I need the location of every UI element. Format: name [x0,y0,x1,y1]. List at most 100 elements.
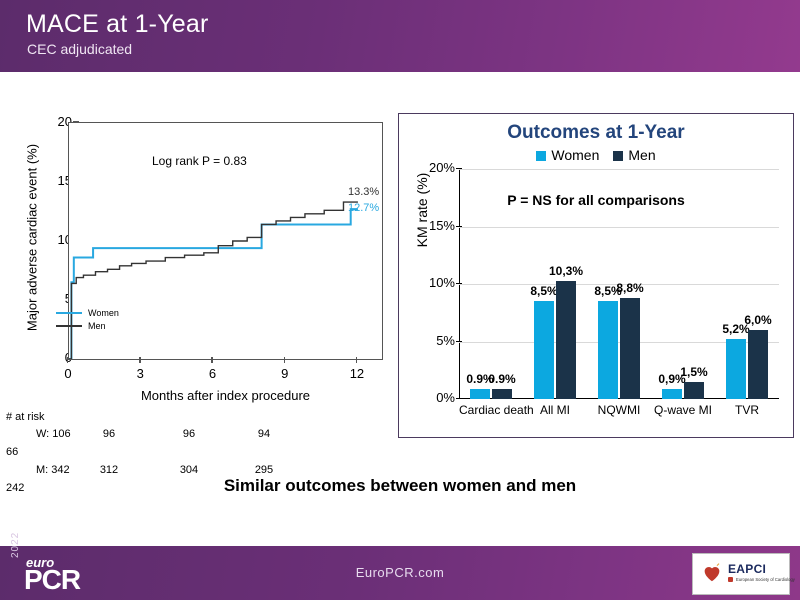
footer-logo-euro: euro [26,555,55,570]
bar-group: 5,2% 6,0% TVR [715,169,779,417]
bar-column: 0.9% [466,169,494,399]
km-y-tick-mark [73,121,79,123]
bar-rect [684,381,704,399]
km-legend-item-women: Women [56,306,119,319]
km-y-tick-label: 15 [32,173,79,188]
bar-plot-area: 0% 5% 10% 15% 20% 0.9% 0.9% Cardiac death 8,5% 10… [429,160,779,417]
at-risk-value: 94 [257,427,271,440]
at-risk-row: W: 106 96 96 94 [6,427,390,445]
slide-header: MACE at 1-Year CEC adjudicated [0,0,800,72]
bar-category-label: NQWMI [597,403,641,417]
at-risk-value: 295 [254,463,274,476]
heart-icon [704,563,720,582]
at-risk-row-overflow: 66 [6,445,390,463]
bar-legend-item-men: Men [613,147,656,163]
bar-y-tick-mark [456,398,462,400]
bar-group: 0,9% 1,5% Q-wave MI [651,169,715,417]
km-x-tick-mark [139,357,141,363]
bar-data-label: 0.9% [466,371,494,386]
bar-y-tick-label: 5% [411,333,462,348]
eapci-logo-name: EAPCI [728,562,767,576]
eapci-logo-subtitle: European Society of Cardiology [736,577,795,582]
bar-category-label: All MI [540,403,570,417]
bar-gridline [459,226,779,228]
at-risk-row: M: 342 312 304 295 [6,463,390,481]
km-legend-label-men: Men [88,320,106,331]
km-legend: Women Men [56,306,119,332]
bar-column: 5,2% [722,169,750,399]
bar-column: 0.9% [488,169,516,399]
bar-y-tick-label: 0% [411,390,462,405]
km-x-tick-label: 6 [192,357,232,381]
at-risk-value: 96 [182,427,196,440]
bar-category-label: TVR [735,403,759,417]
km-chart: Major adverse cardiac event (%) 05101520… [0,110,390,494]
bar-y-tick-mark [456,340,462,342]
page-title: MACE at 1-Year [26,10,209,38]
bar-data-label: 8,5% [530,284,558,299]
footer-year: 2022 [10,531,21,558]
bar-legend-label-women: Women [551,147,600,163]
bar-column: 1,5% [680,169,708,399]
km-x-tick-label: 3 [120,357,160,381]
km-end-label-women: 12.7% [348,202,380,214]
bar-category-label: Cardiac death [459,403,534,417]
bar-gridline [459,284,779,285]
bar-rect [598,301,618,399]
at-risk-header: # at risk [6,411,45,423]
bar-gridline [459,341,779,343]
bar-rect [748,330,768,399]
bar-data-label: 8,8% [616,280,644,295]
bar-chart-legend: Women Men [399,147,793,163]
legend-swatch-women-icon [56,311,82,314]
bar-column: 8,8% [616,169,644,399]
bar-chart-title: Outcomes at 1-Year [507,122,685,143]
km-x-tick-label: 0 [48,357,88,381]
bar-data-label: 1,5% [680,364,708,379]
km-legend-label-women: Women [88,307,119,318]
bar-rect [492,388,512,399]
km-series-women [69,208,358,360]
at-risk-row-label: M: 342 [36,463,70,476]
bar-chart-note: P = NS for all comparisons [507,192,685,208]
at-risk-row-overflow: 242 [6,481,390,499]
bar-group: 0.9% 0.9% Cardiac death [459,169,534,417]
bar-rect [620,297,640,399]
bar-y-tick-mark [456,283,462,285]
bar-column: 10,3% [549,169,583,399]
bar-legend-item-women: Women [536,147,599,163]
bar-y-tick-label: 15% [411,218,462,233]
bar-y-tick-label: 10% [411,275,462,290]
km-x-tick-label: 12 [337,357,377,381]
km-y-tick-label: 10 [32,232,79,247]
bar-y-tick-mark [456,225,462,227]
bar-rect [662,388,682,399]
km-end-label-men: 13.3% [348,186,380,198]
bar-rect [470,388,490,399]
bar-column: 8,5% [594,169,622,399]
at-risk-row-label: W: 106 [36,427,71,440]
bar-legend-swatch-women-icon [536,151,547,162]
slide-caption: Similar outcomes between women and men [223,476,577,495]
at-risk-value: 96 [102,427,116,440]
bar-data-label: 5,2% [722,322,750,337]
km-logrank-annotation: Log rank P = 0.83 [152,154,247,168]
km-x-axis-label: Months after index procedure [140,388,311,403]
footer-website: EuroPCR.com [355,565,445,580]
bar-data-label: 10,3% [548,263,584,278]
legend-swatch-men-icon [56,324,82,327]
km-legend-item-men: Men [56,319,119,332]
bar-rect [726,339,746,399]
footer-logo-pcr: PCR [24,564,81,595]
km-y-tick-label: 0 [32,350,79,365]
bar-rect [556,280,576,399]
km-x-tick-label: 9 [265,357,305,381]
km-y-tick-label: 20 [32,114,79,129]
bar-legend-label-men: Men [628,147,656,163]
km-x-tick-mark [67,357,69,363]
bar-data-label: 0,9% [658,371,686,386]
km-curves [69,201,358,360]
at-risk-table: # at risk W: 106 96 96 94 66 M: 342 312 304 295 2… [6,410,390,499]
bar-column: 8,5% [530,169,558,399]
bar-legend-swatch-men-icon [613,151,624,162]
